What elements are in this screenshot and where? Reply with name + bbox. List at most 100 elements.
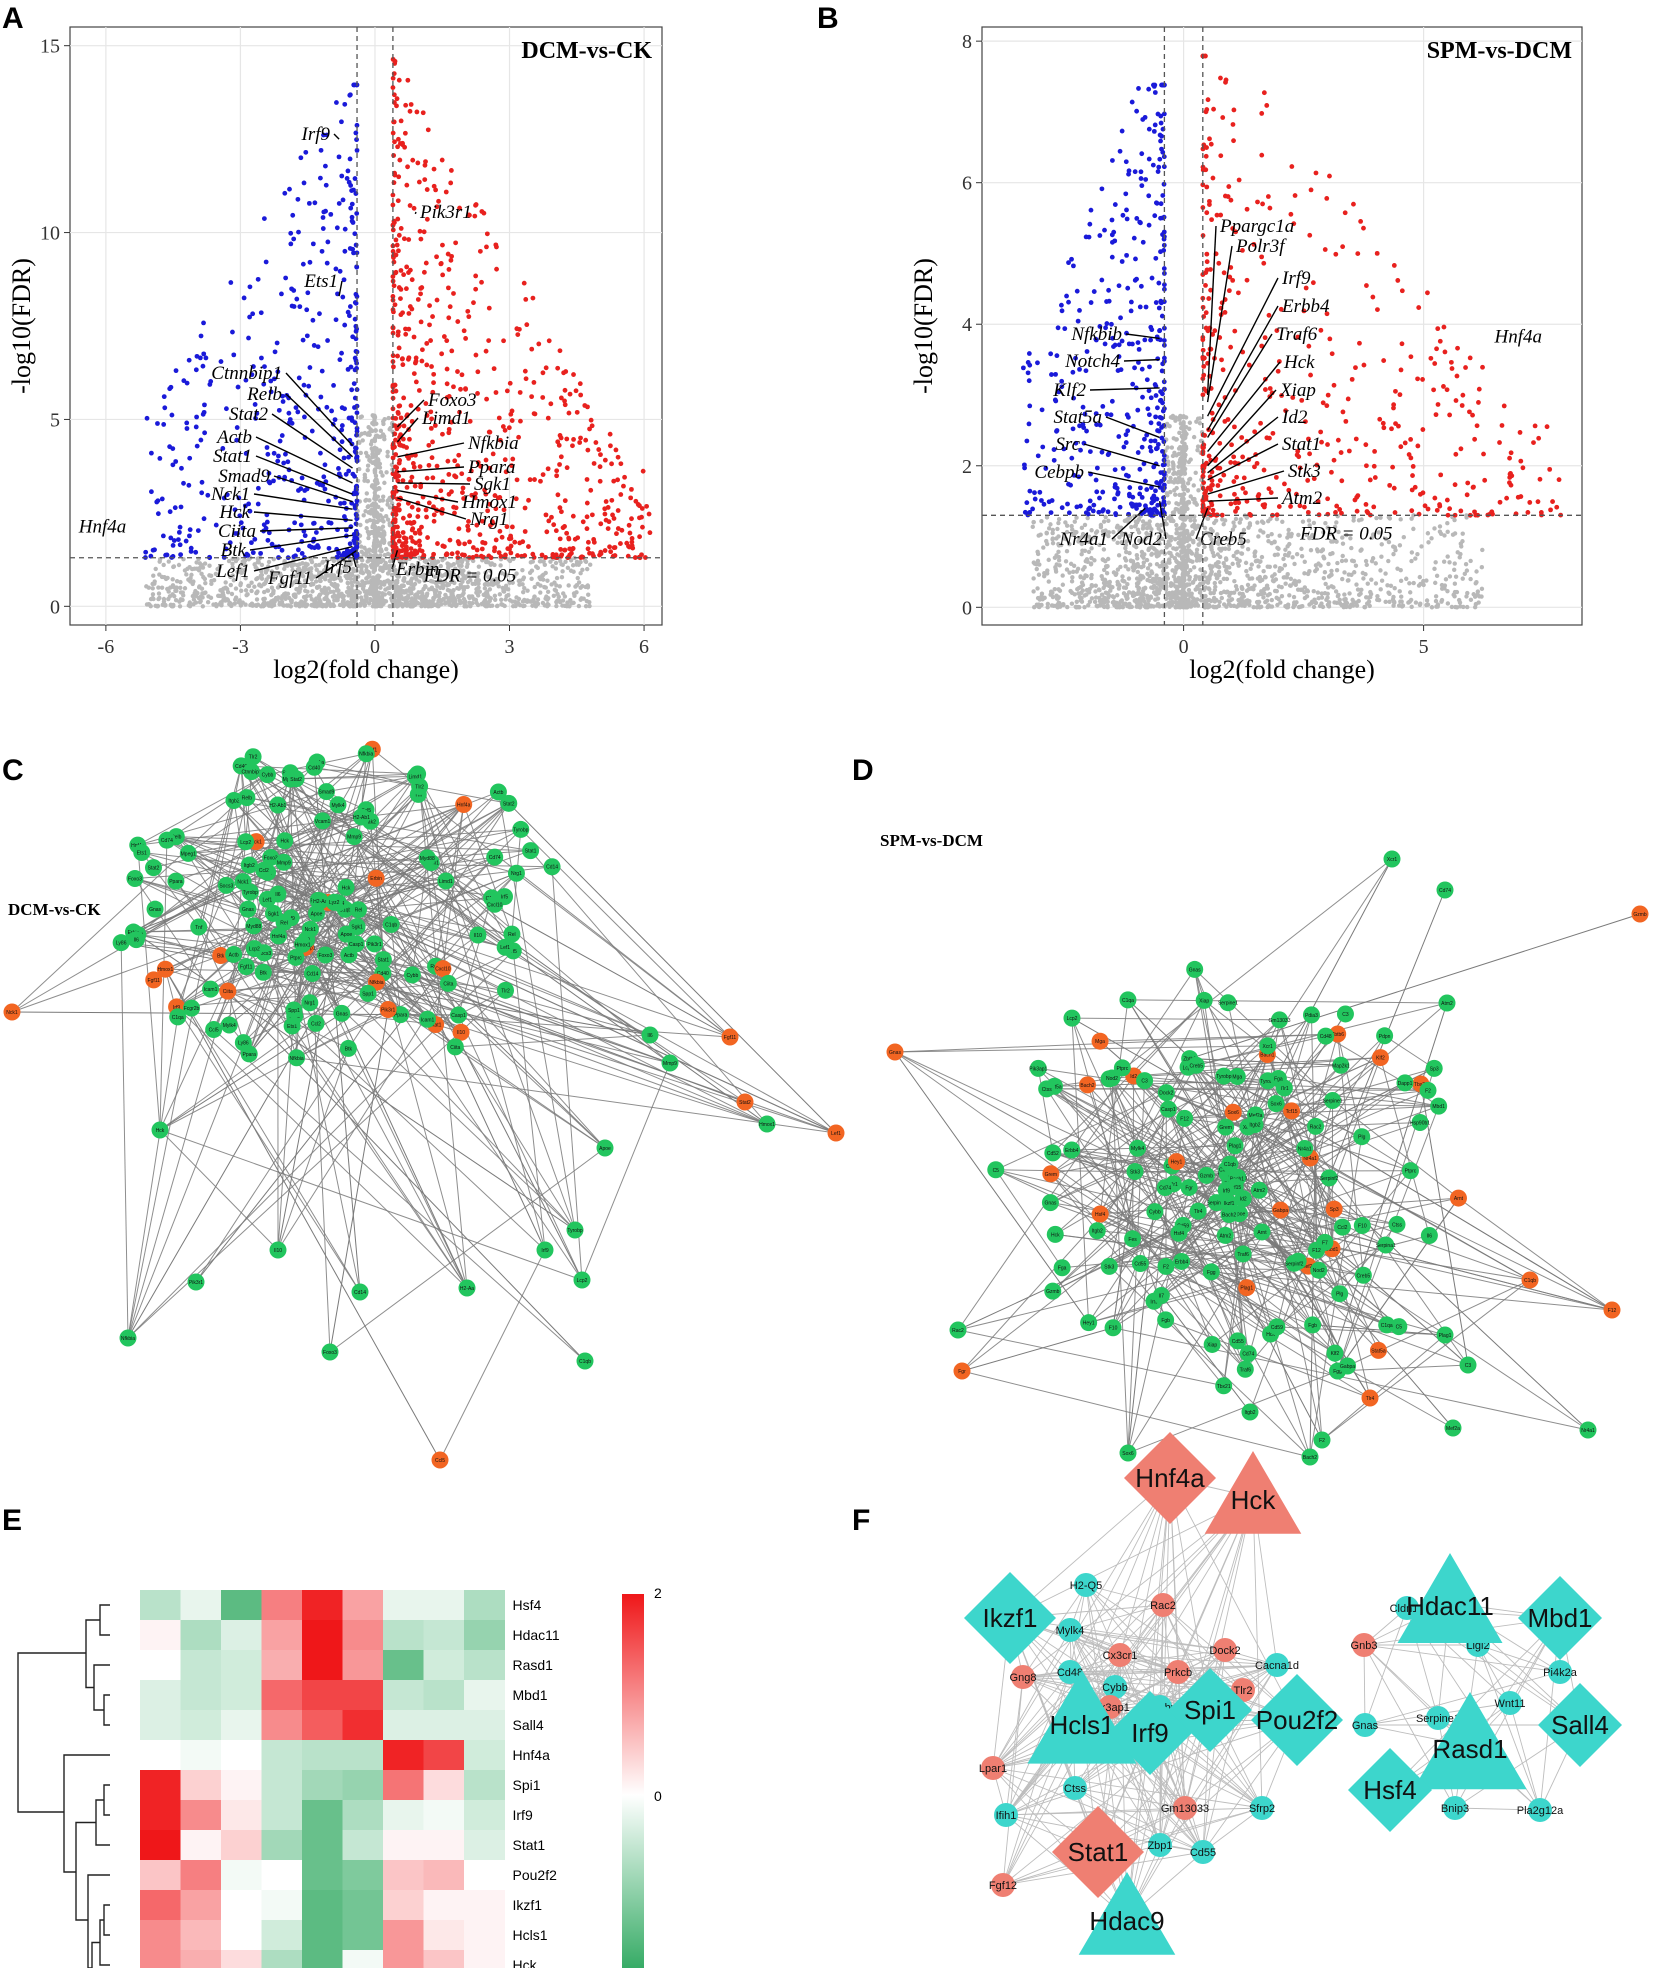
point-up xyxy=(390,130,396,136)
point-up xyxy=(459,471,465,477)
point-ns xyxy=(1418,601,1423,606)
point-ns xyxy=(1379,554,1384,559)
point-up xyxy=(518,418,523,424)
point-ns xyxy=(1085,515,1090,521)
point-up xyxy=(393,464,398,470)
point-ns xyxy=(325,597,330,603)
point-ns xyxy=(1471,592,1476,597)
point-up xyxy=(605,526,611,531)
point-up xyxy=(540,395,546,400)
point-up xyxy=(627,530,633,536)
point-ns xyxy=(520,577,526,582)
point-up xyxy=(419,358,425,364)
point-ns xyxy=(1210,550,1216,555)
point-ns xyxy=(359,414,364,419)
point-ns xyxy=(341,603,346,609)
point-ns xyxy=(1288,576,1294,582)
point-ns xyxy=(372,413,377,418)
point-ns xyxy=(1179,537,1184,543)
point-up xyxy=(491,366,497,372)
point-up xyxy=(408,550,414,556)
point-ns xyxy=(1360,570,1366,576)
point-ns xyxy=(1213,584,1218,590)
point-up xyxy=(403,286,409,292)
point-ns xyxy=(1167,604,1172,609)
point-ns xyxy=(1311,604,1317,610)
point-ns xyxy=(187,600,192,605)
point-ns xyxy=(336,592,341,598)
point-up xyxy=(441,334,447,339)
point-ns xyxy=(365,559,370,564)
point-up xyxy=(422,162,428,168)
point-down xyxy=(352,355,358,361)
point-ns xyxy=(397,594,403,599)
point-ns xyxy=(522,603,527,608)
point-ns xyxy=(1351,518,1356,523)
point-ns xyxy=(1281,556,1286,562)
point-up xyxy=(488,555,494,561)
point-ns xyxy=(1172,488,1177,493)
point-down xyxy=(150,547,156,553)
point-ns xyxy=(1135,556,1140,561)
point-up xyxy=(445,458,451,464)
point-ns xyxy=(321,588,327,594)
point-ns xyxy=(1433,594,1439,599)
point-down xyxy=(322,462,328,468)
point-ns xyxy=(1373,581,1379,586)
point-up xyxy=(420,347,425,353)
point-ns xyxy=(205,600,211,605)
point-up xyxy=(397,442,403,448)
point-ns xyxy=(208,595,214,601)
point-up xyxy=(415,160,421,166)
point-ns xyxy=(1325,595,1330,600)
point-ns xyxy=(408,604,414,609)
point-down xyxy=(181,480,186,486)
point-ns xyxy=(1191,565,1197,570)
point-ns xyxy=(1378,587,1383,592)
point-ns xyxy=(365,478,371,484)
point-ns xyxy=(1299,587,1305,592)
point-ns xyxy=(581,596,586,601)
point-ns xyxy=(1302,559,1307,564)
point-down xyxy=(299,475,305,481)
point-down xyxy=(176,537,181,542)
point-up xyxy=(629,539,635,545)
point-ns xyxy=(1361,576,1366,581)
point-ns xyxy=(221,586,226,592)
point-ns xyxy=(1056,558,1062,563)
point-ns xyxy=(150,592,156,597)
point-down xyxy=(347,92,353,98)
point-ns xyxy=(174,588,179,594)
gene-label: Erbin xyxy=(395,559,439,580)
point-ns xyxy=(1173,492,1178,497)
point-ns xyxy=(1037,597,1043,602)
point-down xyxy=(352,405,357,410)
point-ns xyxy=(1064,567,1070,572)
point-ns xyxy=(1249,562,1254,567)
point-ns xyxy=(570,563,576,568)
point-up xyxy=(414,109,420,115)
point-ns xyxy=(434,602,440,607)
point-ns xyxy=(1287,583,1293,588)
point-ns xyxy=(1299,546,1304,552)
point-ns xyxy=(1034,566,1039,572)
point-ns xyxy=(1141,555,1146,560)
point-ns xyxy=(360,586,366,591)
point-up xyxy=(404,182,410,188)
point-up xyxy=(396,77,402,83)
point-ns xyxy=(1182,509,1187,514)
point-ns xyxy=(254,590,259,596)
point-down xyxy=(205,492,211,498)
point-ns xyxy=(1191,483,1196,488)
point-up xyxy=(400,478,406,484)
point-ns xyxy=(313,579,319,584)
point-down xyxy=(291,304,297,309)
point-ns xyxy=(222,595,227,601)
point-up xyxy=(393,545,399,551)
point-up xyxy=(440,431,445,437)
point-ns xyxy=(1094,603,1099,609)
point-up xyxy=(639,506,645,511)
point-ns xyxy=(1439,597,1445,603)
point-ns xyxy=(460,592,465,598)
point-up xyxy=(494,244,499,250)
